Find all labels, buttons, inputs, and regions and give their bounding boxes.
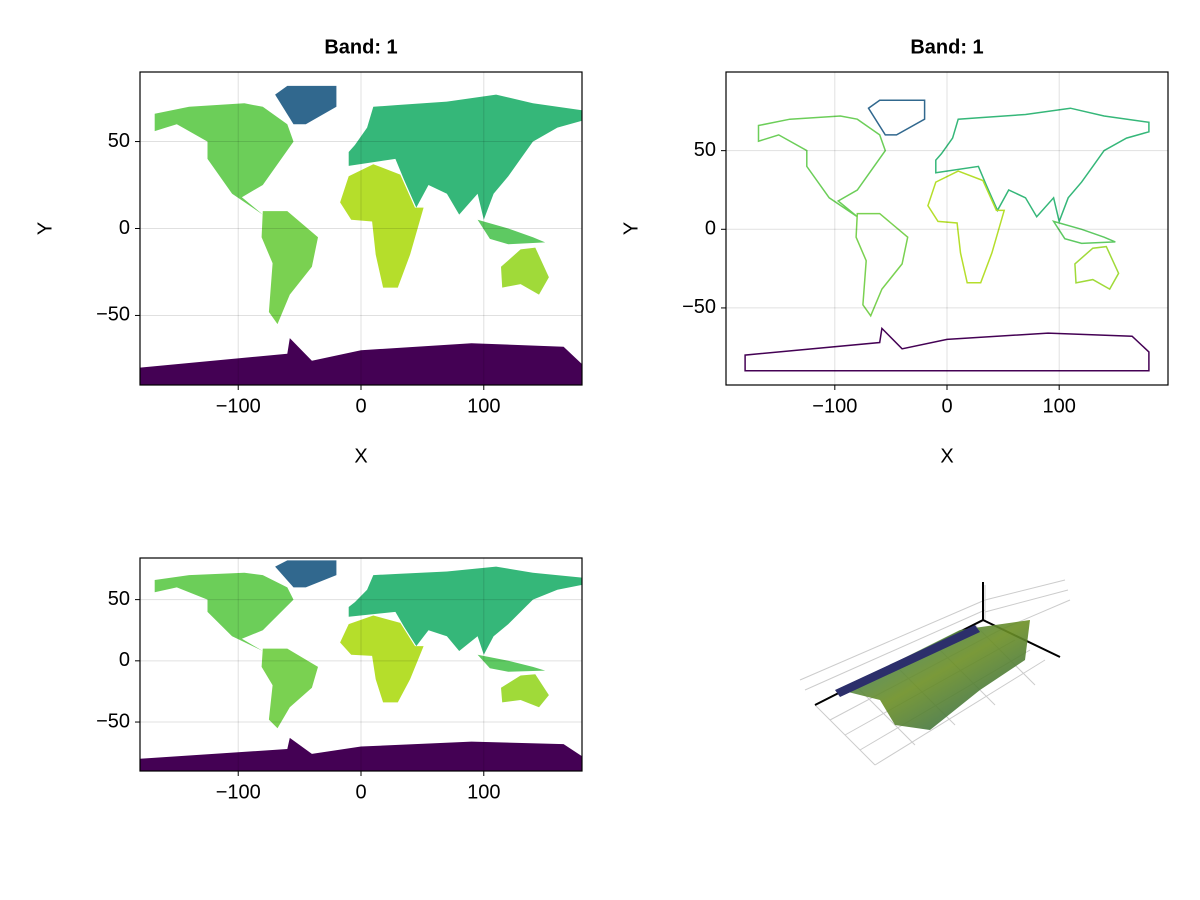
land [477,654,546,672]
land [154,103,294,215]
map [140,560,582,771]
contour-line [1051,220,1116,245]
x-axis-label: X [940,445,953,467]
chart-panel: −100 0 100 −50 0 50 [96,557,583,803]
x-tick-label: −100 [216,781,261,803]
map [744,99,1150,372]
y-tick-label: 50 [694,139,716,161]
x-tick-label: 100 [467,781,500,803]
contour-line [867,99,926,136]
land [340,615,424,703]
contour-line [744,326,1150,372]
land [348,566,582,655]
map [140,85,582,385]
plot-frame [139,71,583,386]
chart-panel: −100 0 100 −50 0 50 Band: 1 X Y [34,36,583,467]
contour-line [855,212,909,318]
x-axis-label: X [354,445,367,467]
contour-line [927,170,1006,284]
y-axis-label: Y [620,222,642,235]
x-tick-label: 100 [467,395,500,417]
contour-line [1074,245,1120,291]
x-tick-label: 100 [1042,395,1075,417]
plot-frame [725,71,1169,386]
y-tick-label: −50 [96,710,130,732]
x-tick-label: 0 [941,395,952,417]
x-tick-label: 0 [355,395,366,417]
y-axis-label: Y [34,222,56,235]
land [340,164,424,288]
land [501,247,549,295]
x-tick-label: 0 [355,781,366,803]
plot-frame [139,557,583,772]
contour-line [935,107,1150,224]
y-tick-label: 0 [119,649,130,671]
y-tick-label: 0 [119,217,130,239]
y-tick-label: −50 [682,296,716,318]
land [261,648,318,729]
x-tick-label: −100 [216,395,261,417]
contour-line [757,115,887,218]
land [477,219,546,245]
chart-title: Band: 1 [910,36,983,58]
surface-panel [799,579,1071,766]
y-tick-label: 0 [705,218,716,240]
y-tick-label: 50 [108,588,130,610]
y-tick-label: −50 [96,304,130,326]
land [501,674,549,708]
x-tick-label: −100 [812,395,857,417]
chart-title: Band: 1 [324,36,397,58]
land [154,572,294,651]
land [140,737,582,771]
land [140,338,582,385]
land [261,211,318,325]
land [348,94,582,220]
land [275,85,337,125]
land [275,560,337,588]
y-tick-label: 50 [108,130,130,152]
chart-panel: −100 0 100 −50 0 50 Band: 1 X Y [620,36,1169,467]
